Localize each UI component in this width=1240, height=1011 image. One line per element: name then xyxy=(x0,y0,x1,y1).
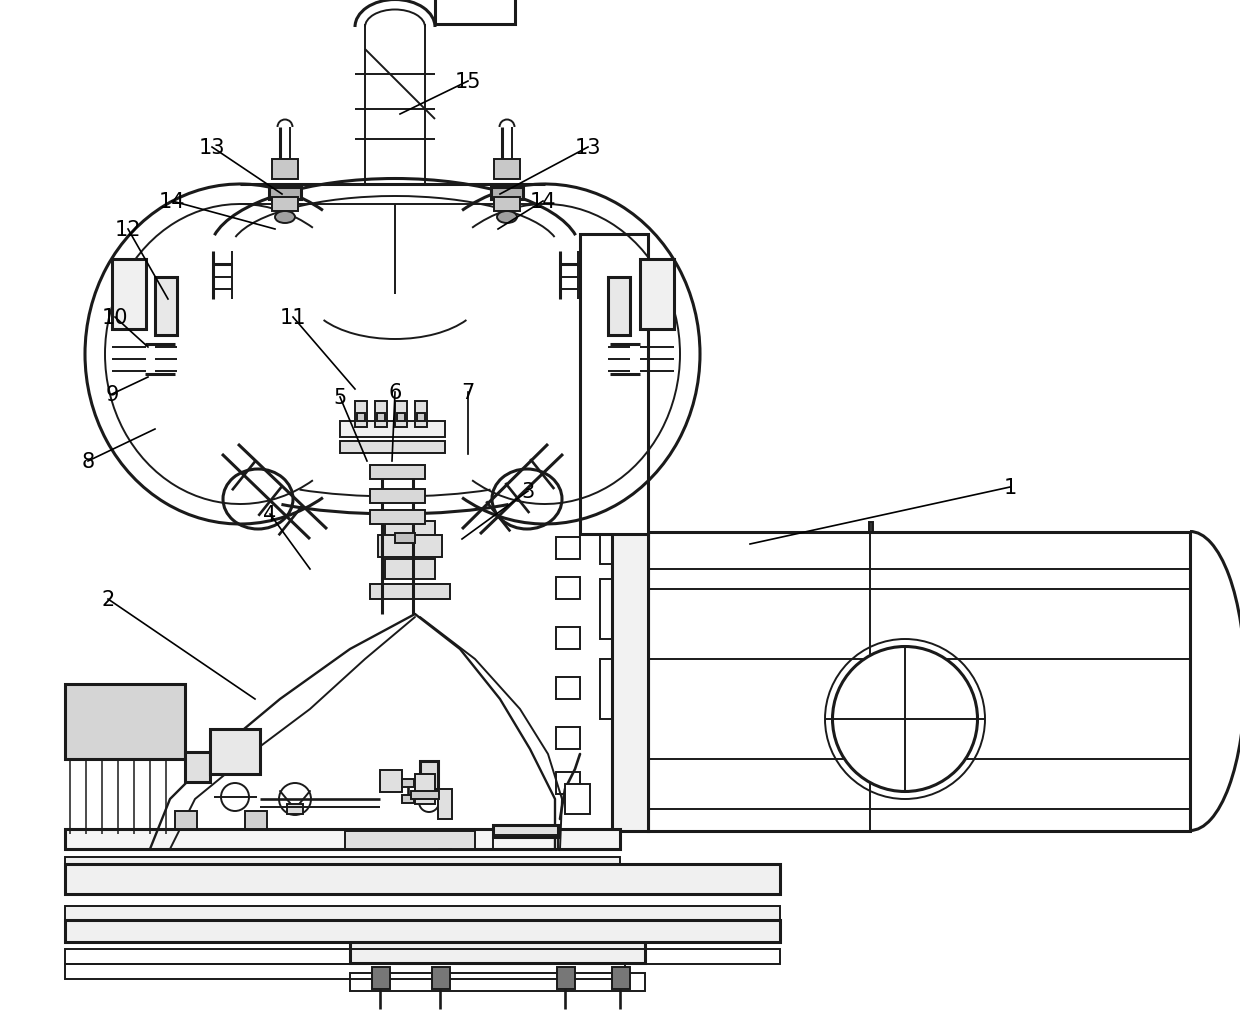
Bar xyxy=(580,235,649,535)
Text: 14: 14 xyxy=(529,192,557,211)
Bar xyxy=(64,920,780,942)
Bar xyxy=(556,538,580,559)
Bar xyxy=(350,973,645,991)
Text: 2: 2 xyxy=(102,589,114,610)
Bar xyxy=(272,198,298,211)
Bar xyxy=(155,278,177,336)
Bar xyxy=(556,628,580,649)
Bar xyxy=(370,511,425,525)
Bar xyxy=(438,790,453,819)
Bar xyxy=(370,584,450,600)
Bar xyxy=(64,829,620,849)
Bar xyxy=(556,677,580,700)
Text: 11: 11 xyxy=(280,307,306,328)
Text: 15: 15 xyxy=(455,72,481,92)
Bar xyxy=(64,906,780,924)
Bar xyxy=(396,401,407,428)
Bar xyxy=(415,774,435,804)
Bar xyxy=(185,752,210,783)
Ellipse shape xyxy=(492,469,562,530)
Bar xyxy=(613,968,630,989)
Bar xyxy=(370,465,425,479)
Bar xyxy=(600,579,613,639)
Bar xyxy=(64,684,185,759)
Bar xyxy=(410,792,439,800)
Bar xyxy=(396,534,415,544)
Bar xyxy=(246,811,267,829)
Bar xyxy=(64,864,780,894)
Bar xyxy=(175,811,197,829)
Ellipse shape xyxy=(221,784,249,811)
Text: 8: 8 xyxy=(82,452,94,471)
Bar xyxy=(557,968,575,989)
Bar xyxy=(869,523,873,533)
Bar xyxy=(370,489,425,503)
Bar xyxy=(340,442,445,454)
Text: 7: 7 xyxy=(461,382,475,402)
Ellipse shape xyxy=(140,160,650,549)
Bar xyxy=(372,968,391,989)
Bar xyxy=(64,949,780,964)
Bar xyxy=(494,835,558,849)
Bar xyxy=(340,422,445,438)
Text: 13: 13 xyxy=(575,137,601,158)
Bar xyxy=(269,188,301,200)
Bar xyxy=(374,401,387,428)
Bar xyxy=(384,522,435,540)
Bar xyxy=(384,559,435,579)
Ellipse shape xyxy=(832,647,977,792)
Text: 1: 1 xyxy=(1003,477,1017,497)
Bar xyxy=(402,779,414,788)
Bar xyxy=(556,577,580,600)
Bar xyxy=(350,935,645,963)
Text: 6: 6 xyxy=(388,382,402,402)
Bar xyxy=(355,401,367,428)
Bar xyxy=(491,188,523,200)
Bar xyxy=(565,785,590,814)
Bar xyxy=(640,260,675,330)
Bar xyxy=(494,198,520,211)
Bar xyxy=(378,536,441,557)
Bar xyxy=(600,659,613,719)
Ellipse shape xyxy=(497,211,517,223)
Bar xyxy=(379,770,402,793)
Bar xyxy=(613,533,649,831)
Text: 13: 13 xyxy=(198,137,226,158)
Ellipse shape xyxy=(279,784,311,815)
Bar xyxy=(112,260,146,330)
Bar xyxy=(397,413,405,422)
Text: 4: 4 xyxy=(263,504,277,525)
Bar xyxy=(415,401,427,428)
Bar xyxy=(494,160,520,180)
Text: 12: 12 xyxy=(115,219,141,240)
Text: 10: 10 xyxy=(102,307,128,328)
Bar xyxy=(556,772,580,795)
Bar xyxy=(432,968,450,989)
Bar xyxy=(377,413,384,422)
Text: 5: 5 xyxy=(334,387,347,407)
Bar xyxy=(64,964,625,979)
Bar xyxy=(357,413,365,422)
Bar xyxy=(649,533,1190,831)
Text: 3: 3 xyxy=(521,481,534,501)
Bar xyxy=(608,278,630,336)
Ellipse shape xyxy=(223,469,293,530)
Bar xyxy=(272,160,298,180)
Bar xyxy=(345,831,475,849)
Bar xyxy=(600,504,613,564)
Ellipse shape xyxy=(275,211,295,223)
Bar xyxy=(417,413,425,422)
Bar xyxy=(210,729,260,774)
Bar xyxy=(494,825,558,837)
Bar xyxy=(420,761,438,790)
Text: 14: 14 xyxy=(159,192,185,211)
Bar xyxy=(556,727,580,749)
Bar xyxy=(402,796,414,803)
Bar xyxy=(435,0,515,25)
Bar xyxy=(286,804,303,814)
Bar xyxy=(64,857,620,869)
Text: 9: 9 xyxy=(105,384,119,404)
